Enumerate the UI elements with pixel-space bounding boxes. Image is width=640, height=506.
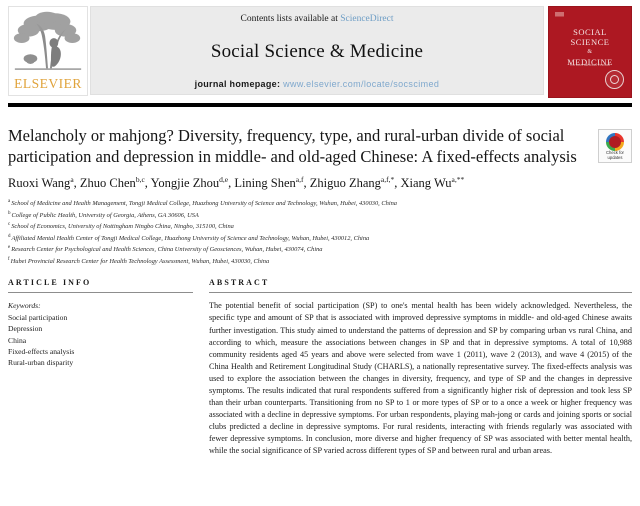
abstract-heading: ABSTRACT: [209, 278, 270, 288]
affiliation-item: fHubei Provincial Research Center for He…: [8, 255, 632, 267]
crossmark-icon: [606, 133, 624, 151]
info-abstract-row: ARTICLE INFO Keywords: Social participat…: [0, 278, 640, 457]
affiliation-mark: e: [8, 245, 11, 251]
abstract-divider: [209, 292, 632, 294]
author-separator: ,: [394, 176, 401, 191]
author-item[interactable]: Zhiguo Zhanga,f,*: [309, 175, 395, 191]
page-title: Melancholy or mahjong? Diversity, freque…: [8, 126, 577, 166]
crossmark-label: Check for updates: [606, 150, 624, 160]
article-info-divider: [8, 292, 193, 294]
affiliation-text: College of Public Health, University of …: [11, 211, 199, 219]
journal-homepage-url[interactable]: www.elsevier.com/locate/socscimed: [283, 79, 440, 89]
author-item[interactable]: Lining Shena,f: [234, 175, 304, 191]
journal-banner: Contents lists available at ScienceDirec…: [90, 6, 544, 95]
author-affiliation-marks: a,f: [295, 175, 304, 184]
journal-homepage-line: journal homepage: www.elsevier.com/locat…: [195, 79, 440, 89]
author-name: Ruoxi Wang: [8, 176, 71, 191]
affiliation-mark: c: [8, 222, 11, 228]
affiliation-text: School of Medicine and Health Management…: [11, 200, 397, 208]
affiliation-item: dAffiliated Mental Health Center of Tong…: [8, 232, 632, 244]
author-affiliation-marks: a,f,*: [380, 175, 395, 184]
journal-title: Social Science & Medicine: [210, 40, 424, 62]
author-affiliation-marks: a,**: [451, 175, 465, 184]
author-name: Zhiguo Zhang: [309, 176, 381, 191]
header-divider: [8, 103, 632, 107]
author-affiliation-marks: a: [70, 175, 74, 184]
cover-title-line2: SCIENCE: [570, 37, 610, 47]
crossmark-badge[interactable]: Check for updates: [598, 129, 632, 163]
author-affiliation-marks: b,c: [135, 175, 145, 184]
affiliation-item: bCollege of Public Health, University of…: [8, 209, 632, 221]
cover-title-line1: SOCIAL: [573, 27, 607, 37]
journal-homepage-label: journal homepage:: [194, 79, 281, 89]
author-separator: ,: [73, 176, 80, 191]
contents-lists-line: Contents lists available at ScienceDirec…: [240, 14, 393, 24]
author-item[interactable]: Yongjie Zhoud,e: [150, 175, 229, 191]
contents-lists-prefix: Contents lists available at: [240, 14, 338, 24]
author-name: Lining Shen: [234, 176, 296, 191]
author-affiliation-marks: d,e: [219, 175, 229, 184]
abstract-body: The potential benefit of social particip…: [209, 301, 632, 456]
cover-seal-icon: [605, 70, 624, 89]
keyword-item: China: [8, 335, 27, 345]
keyword-item: Fixed-effects analysis: [8, 346, 75, 356]
affiliation-item: aSchool of Medicine and Health Managemen…: [8, 197, 632, 209]
author-list: Ruoxi Wanga, Zhuo Chenb,c, Yongjie Zhoud…: [0, 167, 640, 191]
article-info-column: ARTICLE INFO Keywords: Social participat…: [8, 278, 193, 368]
elsevier-tree-icon: [9, 7, 87, 77]
title-block: Melancholy or mahjong? Diversity, freque…: [0, 107, 640, 167]
affiliation-item: eResearch Center for Psychological and H…: [8, 243, 632, 255]
sciencedirect-link[interactable]: ScienceDirect: [340, 14, 394, 24]
author-name: Yongjie Zhou: [150, 176, 220, 191]
abstract-column: ABSTRACT The potential benefit of social…: [209, 278, 632, 457]
cover-title: SOCIAL SCIENCE & MEDICINE: [549, 27, 631, 67]
affiliation-text: Hubei Provincial Research Center for Hea…: [10, 257, 270, 265]
affiliation-text: School of Economics, University of Notti…: [11, 223, 234, 231]
affiliation-mark: f: [8, 256, 10, 262]
affiliation-mark: b: [8, 210, 11, 216]
keyword-item: Rural-urban disparity: [8, 358, 74, 368]
author-separator: ,: [303, 176, 310, 191]
author-item[interactable]: Ruoxi Wanga: [8, 175, 74, 191]
elsevier-logo: ELSEVIER: [8, 6, 88, 96]
affiliation-text: Research Center for Psychological and He…: [11, 246, 323, 254]
affiliation-text: Affiliated Mental Health Center of Tongj…: [11, 234, 370, 242]
elsevier-wordmark: ELSEVIER: [14, 76, 82, 91]
author-name: Zhuo Chen: [79, 176, 136, 191]
affiliation-mark: a: [8, 199, 11, 205]
affiliation-list: aSchool of Medicine and Health Managemen…: [0, 191, 640, 266]
affiliation-item: cSchool of Economics, University of Nott…: [8, 220, 632, 232]
author-item[interactable]: Zhuo Chenb,c: [79, 175, 145, 191]
author-separator: ,: [144, 176, 151, 191]
author-item[interactable]: Xiang Wua,**: [400, 175, 465, 191]
author-name: Xiang Wu: [400, 176, 452, 191]
cover-elsevier-mark-icon: [555, 12, 564, 23]
article-info-heading: ARTICLE INFO: [8, 278, 92, 288]
keywords-label: Keywords:: [8, 301, 41, 311]
cover-subtitle: An International Journal: [570, 63, 610, 67]
cover-title-amp: &: [587, 49, 593, 55]
journal-cover-thumbnail[interactable]: SOCIAL SCIENCE & MEDICINE An Internation…: [548, 6, 632, 98]
affiliation-mark: d: [8, 233, 11, 239]
journal-header: ELSEVIER Contents lists available at Sci…: [0, 0, 640, 100]
keyword-item: Social participation: [8, 312, 68, 322]
author-separator: ,: [228, 176, 235, 191]
keyword-item: Depression: [8, 324, 43, 334]
cover-title-line3: MEDICINE: [567, 57, 613, 67]
